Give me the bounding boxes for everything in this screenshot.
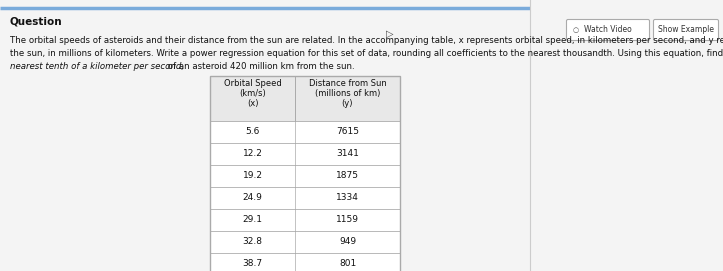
- Text: Question: Question: [10, 16, 63, 26]
- Text: of an asteroid 420 million km from the sun.: of an asteroid 420 million km from the s…: [165, 62, 354, 71]
- Text: (km/s): (km/s): [239, 89, 266, 98]
- Text: 1875: 1875: [336, 172, 359, 180]
- Text: 32.8: 32.8: [242, 237, 262, 247]
- Text: 38.7: 38.7: [242, 260, 262, 269]
- Text: 1334: 1334: [336, 193, 359, 202]
- Text: (y): (y): [342, 99, 354, 108]
- Text: ▷: ▷: [386, 29, 394, 39]
- Text: Watch Video: Watch Video: [584, 25, 632, 34]
- Text: 7615: 7615: [336, 127, 359, 137]
- Text: Show Example: Show Example: [658, 25, 714, 34]
- Text: ○: ○: [573, 27, 579, 33]
- Text: Distance from Sun: Distance from Sun: [309, 79, 386, 88]
- Text: the sun, in millions of kilometers. Write a power regression equation for this s: the sun, in millions of kilometers. Writ…: [10, 49, 723, 58]
- Text: 801: 801: [339, 260, 356, 269]
- Text: 12.2: 12.2: [242, 150, 262, 159]
- Bar: [210, 76, 400, 121]
- Bar: [210, 253, 400, 271]
- Bar: [210, 187, 400, 209]
- FancyBboxPatch shape: [567, 20, 649, 40]
- Bar: [210, 231, 400, 253]
- Bar: [210, 76, 400, 271]
- Text: (millions of km): (millions of km): [315, 89, 380, 98]
- Text: 19.2: 19.2: [242, 172, 262, 180]
- Text: (x): (x): [247, 99, 258, 108]
- Text: nearest tenth of a kilometer per second,: nearest tenth of a kilometer per second,: [10, 62, 184, 71]
- Text: 949: 949: [339, 237, 356, 247]
- Text: 24.9: 24.9: [242, 193, 262, 202]
- Text: 3141: 3141: [336, 150, 359, 159]
- Bar: [210, 209, 400, 231]
- Text: 1159: 1159: [336, 215, 359, 224]
- Text: 5.6: 5.6: [245, 127, 260, 137]
- Bar: [210, 143, 400, 165]
- Text: The orbital speeds of asteroids and their distance from the sun are related. In : The orbital speeds of asteroids and thei…: [10, 36, 723, 45]
- Bar: [210, 121, 400, 143]
- Bar: [210, 165, 400, 187]
- Text: 29.1: 29.1: [242, 215, 262, 224]
- Text: Orbital Speed: Orbital Speed: [223, 79, 281, 88]
- FancyBboxPatch shape: [654, 20, 719, 40]
